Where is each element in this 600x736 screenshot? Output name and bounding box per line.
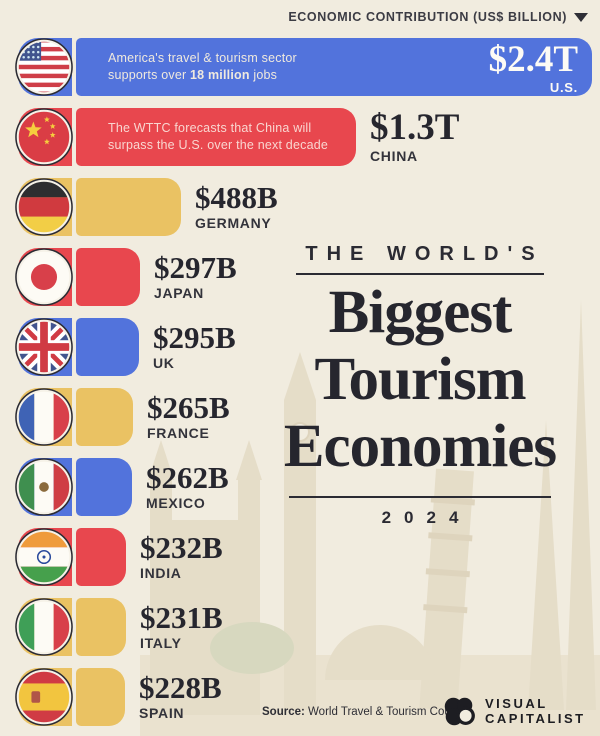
- bar: [76, 388, 133, 446]
- value-label: $232B: [140, 530, 223, 565]
- bar: [76, 248, 140, 306]
- country-label: SPAIN: [139, 705, 185, 721]
- bar-row: $488B GERMANY: [0, 178, 600, 236]
- value-label: $2.4T: [488, 39, 578, 80]
- bar-row: $295B UK: [0, 318, 600, 376]
- country-label: FRANCE: [147, 425, 210, 441]
- value-block: $297B JAPAN: [154, 249, 237, 301]
- bar-row: $265B FRANCE: [0, 388, 600, 446]
- value-block: $1.3T CHINA: [370, 107, 460, 165]
- title-rule-bottom: [289, 496, 551, 498]
- value-block: $232B INDIA: [140, 529, 223, 581]
- flag-de-icon: [15, 178, 73, 236]
- bar-note-text: surpass the U.S. over the next decade: [108, 138, 329, 152]
- flag-us-icon: [15, 38, 73, 96]
- bar: [76, 38, 592, 96]
- bar-note-text: 18 million: [190, 68, 250, 82]
- value-label: $262B: [146, 460, 229, 495]
- source-text: World Travel & Tourism Council: [308, 706, 469, 718]
- bar-row: America's travel & tourism sector support…: [0, 38, 600, 96]
- flag-cn-icon: [15, 108, 73, 166]
- title-rule-top: [296, 273, 544, 275]
- brand-name: VISUAL CAPITALIST: [485, 696, 586, 726]
- brand-line-2: CAPITALIST: [485, 711, 586, 726]
- bar: [76, 108, 356, 166]
- bar-note-text: America's travel & tourism sector: [108, 51, 297, 65]
- brand-lockup: VISUAL CAPITALIST: [440, 692, 586, 730]
- title-kicker: THE WORLD'S: [305, 243, 544, 265]
- value-block: $231B ITALY: [140, 599, 223, 651]
- bar: [76, 598, 126, 656]
- value-label: $488B: [195, 180, 278, 215]
- value-label: $1.3T: [370, 107, 460, 148]
- title-line-3: Economies: [283, 413, 557, 480]
- flag-jp-icon: [15, 248, 73, 306]
- visual-capitalist-logo-icon: [444, 697, 475, 726]
- flag-mx-icon: [15, 458, 73, 516]
- bar-row: $297B JAPAN: [0, 248, 600, 306]
- bar-row: $231B ITALY: [0, 598, 600, 656]
- value-block: $265B FRANCE: [147, 389, 230, 441]
- country-label: MEXICO: [146, 495, 206, 511]
- bar-note-text: The WTTC forecasts that China will: [108, 121, 312, 135]
- bar-row: $228B SPAIN: [0, 668, 600, 726]
- bar-row: $232B INDIA: [0, 528, 600, 586]
- triangle-down-icon: [574, 12, 588, 22]
- country-label: JAPAN: [154, 285, 204, 301]
- value-block: $2.4T U.S.: [488, 39, 578, 96]
- bar: [76, 668, 125, 726]
- value-label: $228B: [139, 670, 222, 705]
- bar-note-text: supports over: [108, 68, 191, 82]
- flag-es-icon: [15, 668, 73, 726]
- bar-row: $262B MEXICO: [0, 458, 600, 516]
- country-label: UK: [153, 355, 175, 371]
- flag-in-icon: [15, 528, 73, 586]
- bar-note-text: jobs: [249, 68, 278, 82]
- title-line-2: Tourism: [314, 346, 526, 413]
- axis-header-label: ECONOMIC CONTRIBUTION (US$ BILLION): [288, 10, 567, 24]
- value-label: $295B: [153, 320, 236, 355]
- country-label: GERMANY: [195, 215, 272, 231]
- title-block: THE WORLD'S Biggest Tourism Economies 20…: [240, 243, 600, 528]
- bar-note: America's travel & tourism sector support…: [108, 50, 297, 84]
- bar: [76, 458, 132, 516]
- flag-it-icon: [15, 598, 73, 656]
- value-block: $295B UK: [153, 319, 236, 371]
- bar: [76, 178, 181, 236]
- value-block: $262B MEXICO: [146, 459, 229, 511]
- value-block: $228B SPAIN: [139, 669, 222, 721]
- value-label: $265B: [147, 390, 230, 425]
- source-label: Source:: [262, 706, 305, 718]
- bar-row: The WTTC forecasts that China will surpas…: [0, 108, 600, 166]
- bar: [76, 318, 139, 376]
- title-line-1: Biggest: [328, 279, 513, 346]
- country-label: CHINA: [370, 148, 418, 164]
- title-year: 2024: [381, 508, 472, 527]
- source-note: Source: World Travel & Tourism Council: [262, 706, 468, 718]
- flag-gb-icon: [15, 318, 73, 376]
- brand-line-1: VISUAL: [485, 696, 548, 711]
- flag-fr-icon: [15, 388, 73, 446]
- value-label: $231B: [140, 600, 223, 635]
- country-label: INDIA: [140, 565, 182, 581]
- bar-note: The WTTC forecasts that China will surpas…: [108, 120, 328, 154]
- country-label: ITALY: [140, 635, 182, 651]
- value-label: $297B: [154, 250, 237, 285]
- axis-header: ECONOMIC CONTRIBUTION (US$ BILLION): [288, 10, 588, 24]
- bar: [76, 528, 126, 586]
- country-label: U.S.: [549, 80, 578, 95]
- value-block: $488B GERMANY: [195, 179, 278, 231]
